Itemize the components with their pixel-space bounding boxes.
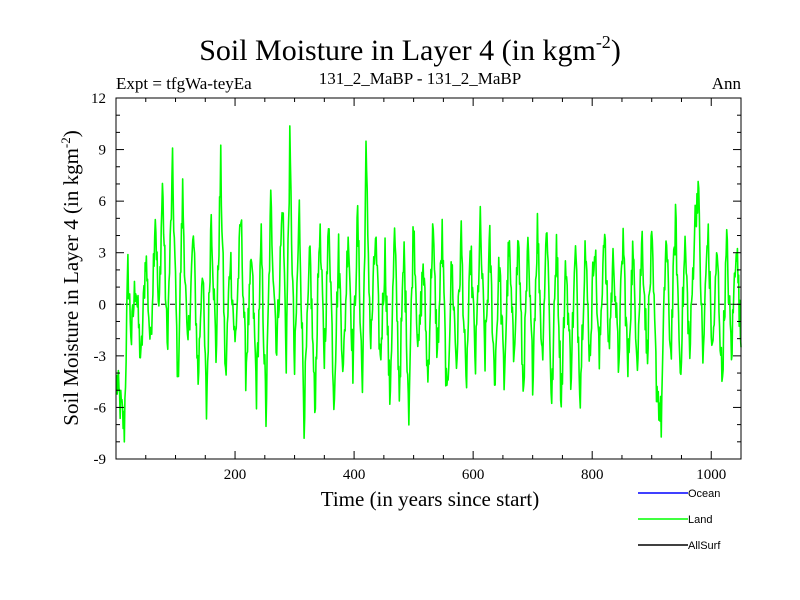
x-axis-label: Time (in years since start) [321,487,540,511]
series-group [115,125,742,443]
y-tick-label: -9 [94,452,107,468]
plot-frame [115,97,742,460]
y-axis-label: Soil Moisture in Layer 4 (in kgm-2) [58,130,83,425]
ticks-group [116,97,742,460]
y-tick-label: 0 [99,297,107,313]
x-tick-label: 200 [224,467,247,483]
y-axis-label-close: ) [59,130,83,137]
subtitle-right: Ann [712,74,742,93]
x-tick-label: 1000 [696,467,726,483]
y-tick-label: 6 [99,194,107,210]
y-tick-label: 9 [99,143,107,159]
x-tick-label: 800 [581,467,604,483]
subtitle-center: 131_2_MaBP - 131_2_MaBP [319,69,521,88]
x-tick-label: 600 [462,467,485,483]
series-line-land [115,125,742,443]
chart-title-main: Soil Moisture in Layer 4 (in kgm [199,34,596,67]
chart-title-close: ) [611,34,621,67]
y-axis-label-main: Soil Moisture in Layer 4 (in kgm [59,148,83,426]
legend-label-allsurf: AllSurf [688,540,721,552]
chart-title-sup: -2 [596,32,611,52]
legend: Ocean Land AllSurf [638,488,721,552]
x-tick-label: 400 [343,467,366,483]
y-tick-label: 3 [99,246,107,262]
y-tick-label: 12 [91,91,106,107]
subtitle-left: Expt = tfgWa-teyEa [116,74,252,93]
tick-labels-group: 200 400 600 800 1000 -9 -6 -3 0 3 6 9 12 [91,91,726,483]
y-axis-label-sup: -2 [58,137,73,148]
y-tick-label: -3 [94,349,107,365]
y-tick-label: -6 [94,400,107,416]
legend-label-land: Land [688,514,712,526]
chart-title: Soil Moisture in Layer 4 (in kgm-2) [199,32,621,67]
legend-label-ocean: Ocean [688,488,720,500]
